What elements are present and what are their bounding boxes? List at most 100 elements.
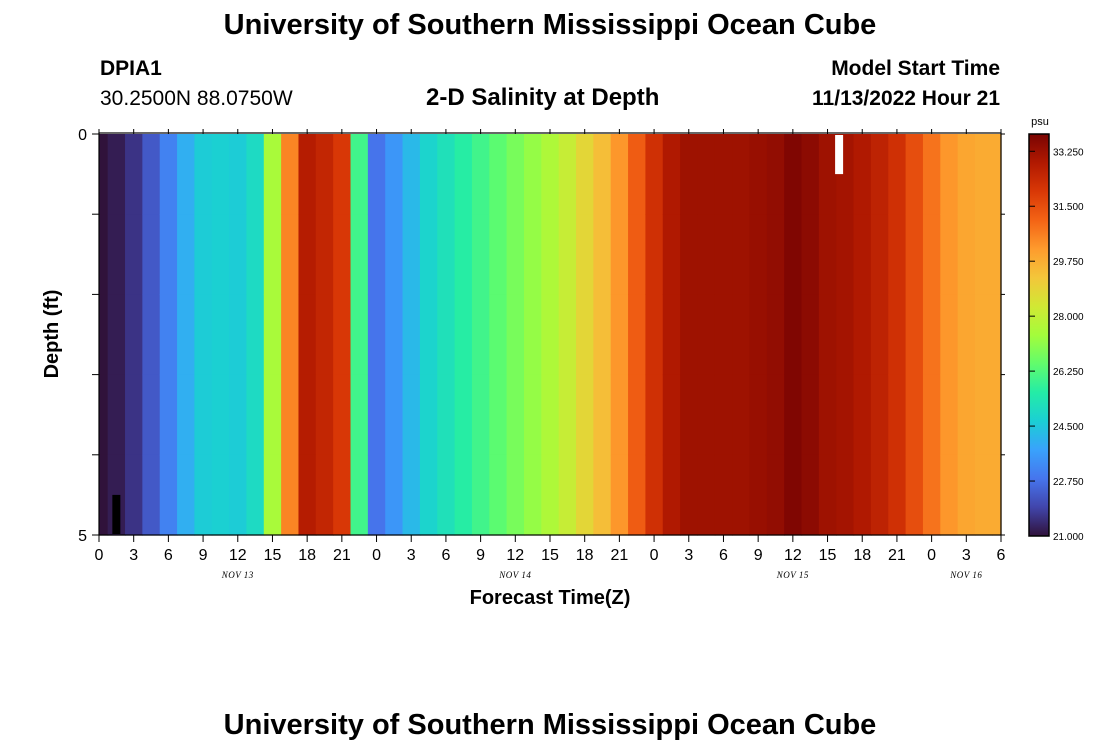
heatmap-cell [367, 454, 386, 536]
heatmap-cell [315, 374, 334, 456]
x-tick-label: 6 [164, 547, 173, 564]
heatmap-cell [489, 294, 508, 376]
heatmap-cell [888, 294, 907, 376]
heatmap-cell [610, 374, 629, 456]
heatmap-cell [628, 294, 647, 376]
heatmap-cell [610, 294, 629, 376]
x-tick-label: 0 [372, 547, 381, 564]
x-tick-label: 6 [441, 547, 450, 564]
heatmap-cell [333, 374, 352, 456]
heatmap-cell [454, 214, 473, 295]
x-tick-label: 6 [719, 547, 728, 564]
x-tick-label: 12 [506, 547, 524, 564]
heatmap-cell [402, 374, 421, 456]
heatmap-cell [489, 374, 508, 456]
heatmap-cell [159, 374, 178, 456]
heatmap-cell [749, 374, 768, 456]
heatmap-cell [506, 374, 525, 456]
heatmap-cell [437, 374, 456, 456]
heatmap-cell [125, 374, 143, 456]
x-tick-label: 9 [754, 547, 763, 564]
heatmap-cell [99, 454, 109, 536]
heatmap-cell [628, 134, 647, 215]
x-tick-label: 3 [962, 547, 971, 564]
heatmap-cell [194, 374, 213, 456]
page-title: University of Southern Mississippi Ocean… [223, 9, 877, 41]
heatmap-cell [610, 454, 629, 536]
heatmap-cell [385, 294, 404, 376]
heatmap-cell [367, 134, 386, 215]
heatmap-cell [992, 134, 1002, 215]
heatmap-cell [784, 214, 803, 295]
heatmap-cell [957, 374, 976, 456]
heatmap-cell [437, 134, 456, 215]
heatmap-cell [853, 214, 872, 295]
heatmap-cell [385, 374, 404, 456]
heatmap-cell [541, 374, 560, 456]
colorbar-ticks: 21.000 22.750 24.500 26.250 28.000 29.750 31.5… [1029, 147, 1084, 543]
colorbar-tick-label: 26.250 [1053, 367, 1084, 378]
y-tick-label: 5 [78, 528, 87, 545]
heatmap-cell [888, 134, 907, 215]
heatmap-cell [211, 214, 230, 295]
heatmap-cell [870, 214, 889, 295]
heatmap-cell [905, 374, 924, 456]
heatmap-cell [211, 374, 230, 456]
x-day-label: NOV 15 [776, 570, 809, 580]
heatmap-cell [974, 214, 993, 295]
heatmap-cell [784, 294, 803, 376]
station-coordinates: 30.2500N 88.0750W [100, 87, 293, 110]
heatmap-cell [714, 134, 733, 215]
heatmap-cell [766, 214, 785, 295]
heatmap-cell [523, 294, 542, 376]
heatmap-cell [732, 294, 751, 376]
heatmap-cell [246, 294, 265, 376]
heatmap-cell [558, 374, 577, 456]
heatmap-cell [333, 134, 352, 215]
colorbar-tick-label: 29.750 [1053, 257, 1084, 268]
heatmap-cell [662, 214, 681, 295]
heatmap-cell [836, 454, 855, 536]
heatmap-cell [922, 134, 941, 215]
heatmap-cell [714, 294, 733, 376]
heatmap-cell [489, 134, 508, 215]
heatmap-cell [888, 374, 907, 456]
x-day-label: NOV 14 [498, 570, 531, 580]
heatmap-cell [350, 294, 369, 376]
missing-data-cell [112, 494, 121, 534]
heatmap-cell [922, 214, 941, 295]
heatmap-cell [281, 294, 300, 376]
heatmap-cell [298, 374, 317, 456]
heatmap-cell [298, 294, 317, 376]
heatmap-cell [125, 214, 143, 295]
missing-data-markers [112, 135, 844, 534]
heatmap-cell [315, 134, 334, 215]
heatmap-cell [142, 454, 161, 536]
heatmap-cell [680, 374, 699, 456]
heatmap-cell [402, 294, 421, 376]
heatmap-cell [541, 214, 560, 295]
heatmap-cell [177, 454, 196, 536]
heatmap-cell [784, 374, 803, 456]
heatmap-cell [558, 454, 577, 536]
heatmap-cell [697, 214, 716, 295]
heatmap-cell [315, 454, 334, 536]
heatmap-cell [992, 294, 1002, 376]
heatmap-cell [159, 214, 178, 295]
heatmap-cell [922, 454, 941, 536]
x-tick-label: 0 [927, 547, 936, 564]
heatmap-cell [957, 134, 976, 215]
colorbar-gradient [1028, 133, 1050, 537]
heatmap-cell [766, 374, 785, 456]
heatmap-cell [593, 374, 612, 456]
heatmap-cell [142, 374, 161, 456]
heatmap-cell [922, 374, 941, 456]
heatmap-cell [957, 454, 976, 536]
footer-title: University of Southern Mississippi Ocean… [223, 709, 877, 741]
heatmap-cell [645, 294, 664, 376]
heatmap-cell [610, 134, 629, 215]
heatmap-cell [732, 134, 751, 215]
heatmap-cell [177, 294, 196, 376]
heatmap-cell [940, 214, 959, 295]
x-tick-label: 21 [333, 547, 351, 564]
